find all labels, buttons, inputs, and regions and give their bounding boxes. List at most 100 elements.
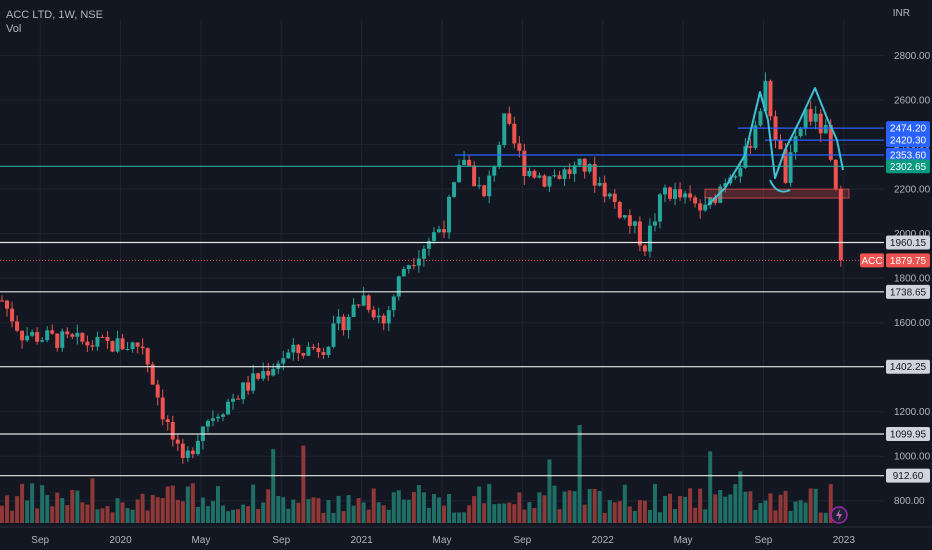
volume-bar bbox=[175, 499, 180, 523]
volume-bar bbox=[95, 509, 100, 523]
candle-body bbox=[110, 340, 115, 352]
volume-bar bbox=[50, 506, 55, 523]
volume-bar bbox=[698, 488, 703, 523]
volume-bar bbox=[532, 507, 537, 523]
candlesticks[interactable] bbox=[0, 72, 843, 464]
candle-body bbox=[281, 358, 286, 364]
candle-body bbox=[236, 398, 241, 400]
volume-bar bbox=[467, 505, 472, 523]
volume-bar bbox=[447, 493, 452, 523]
volume-bar bbox=[828, 484, 833, 523]
volume-bar bbox=[552, 485, 557, 523]
candle-body bbox=[125, 349, 130, 351]
candle-body bbox=[426, 240, 431, 249]
candle-body bbox=[723, 183, 728, 187]
y-tick-label: 1800.00 bbox=[894, 274, 931, 285]
volume-bar bbox=[547, 459, 552, 523]
candle-body bbox=[421, 248, 426, 259]
candle-body bbox=[115, 338, 120, 352]
level-badge bbox=[886, 133, 930, 148]
volume-bar bbox=[647, 510, 652, 523]
volume-bar bbox=[587, 489, 592, 523]
candle-body bbox=[266, 370, 271, 376]
candle-body bbox=[135, 342, 140, 347]
candle-body bbox=[356, 304, 361, 306]
candle-body bbox=[401, 269, 406, 277]
candle-body bbox=[567, 169, 572, 174]
volume-bar bbox=[195, 506, 200, 523]
candle-body bbox=[472, 165, 477, 187]
volume-bar bbox=[306, 499, 311, 523]
level-badge-label: 1099.95 bbox=[890, 429, 927, 440]
candle-body bbox=[105, 337, 110, 341]
volume-bar bbox=[135, 499, 140, 523]
candle-body bbox=[743, 146, 748, 168]
volume-bar bbox=[813, 488, 818, 523]
volume-bar bbox=[482, 503, 487, 523]
candle-body bbox=[753, 125, 758, 148]
level-badge-label: 2420.30 bbox=[890, 136, 927, 147]
candle-body bbox=[683, 193, 688, 198]
volume-bar bbox=[748, 491, 753, 523]
volume-bar bbox=[818, 512, 823, 523]
volume-bar bbox=[55, 492, 60, 523]
candle-body bbox=[547, 176, 552, 187]
candle-body bbox=[85, 341, 90, 346]
volume-bar bbox=[276, 495, 281, 523]
horizontal-levels[interactable] bbox=[0, 127, 884, 477]
x-tick-label: Sep bbox=[31, 535, 49, 546]
candle-body bbox=[708, 197, 713, 205]
x-tick-label: 2023 bbox=[833, 535, 856, 546]
candle-body bbox=[226, 401, 231, 415]
level-badge bbox=[886, 235, 930, 250]
candle-body bbox=[306, 346, 311, 356]
volume-bar bbox=[125, 508, 130, 523]
candle-body bbox=[673, 189, 678, 199]
volume-bar bbox=[783, 490, 788, 523]
currency-label: INR bbox=[892, 8, 910, 19]
x-tick-label: 2022 bbox=[592, 535, 615, 546]
pattern-drawings[interactable] bbox=[704, 87, 850, 206]
volume-bar bbox=[150, 494, 155, 523]
candle-body bbox=[462, 159, 467, 166]
y-tick-label: 2200.00 bbox=[894, 185, 931, 196]
candle-body bbox=[80, 332, 85, 342]
head-shoulders-drawing bbox=[707, 87, 844, 206]
candle-body bbox=[351, 304, 356, 317]
volume-bar bbox=[788, 510, 793, 523]
chart-title: ACC LTD, 1W, NSE bbox=[6, 9, 103, 21]
volume-bar bbox=[321, 512, 326, 523]
volume-bar bbox=[145, 510, 150, 523]
volume-bar bbox=[492, 504, 497, 523]
volume-bar bbox=[808, 488, 813, 523]
volume-bar bbox=[0, 505, 4, 523]
candle-body bbox=[788, 152, 793, 183]
volume-bar bbox=[683, 496, 688, 523]
alert-icon[interactable] bbox=[830, 506, 848, 524]
candle-body bbox=[376, 315, 381, 318]
candle-body bbox=[45, 330, 50, 341]
candle-body bbox=[557, 175, 562, 179]
symbol-badge-label: ACC bbox=[861, 256, 882, 267]
candle-body bbox=[195, 440, 200, 455]
candle-body bbox=[210, 418, 215, 421]
volume-bar bbox=[25, 500, 30, 523]
volume-bar bbox=[718, 489, 723, 523]
candle-body bbox=[175, 439, 180, 444]
candle-body bbox=[165, 419, 170, 423]
candle-body bbox=[155, 384, 160, 398]
candle-body bbox=[241, 382, 246, 400]
candle-body bbox=[532, 170, 537, 178]
volume-bar bbox=[251, 484, 256, 523]
candle-body bbox=[602, 182, 607, 197]
volume-bar bbox=[266, 489, 271, 523]
volume-bar bbox=[246, 506, 251, 523]
level-badge bbox=[886, 359, 930, 374]
level-badge-label: 1402.25 bbox=[890, 362, 927, 373]
grid-lines bbox=[0, 20, 932, 528]
volume-bar bbox=[477, 486, 482, 523]
candle-body bbox=[150, 364, 155, 385]
volume-bar bbox=[657, 512, 662, 523]
time-axis[interactable]: Sep 2020 May Sep 2021 May Sep 2022 May Sep 2023 bbox=[31, 535, 855, 546]
